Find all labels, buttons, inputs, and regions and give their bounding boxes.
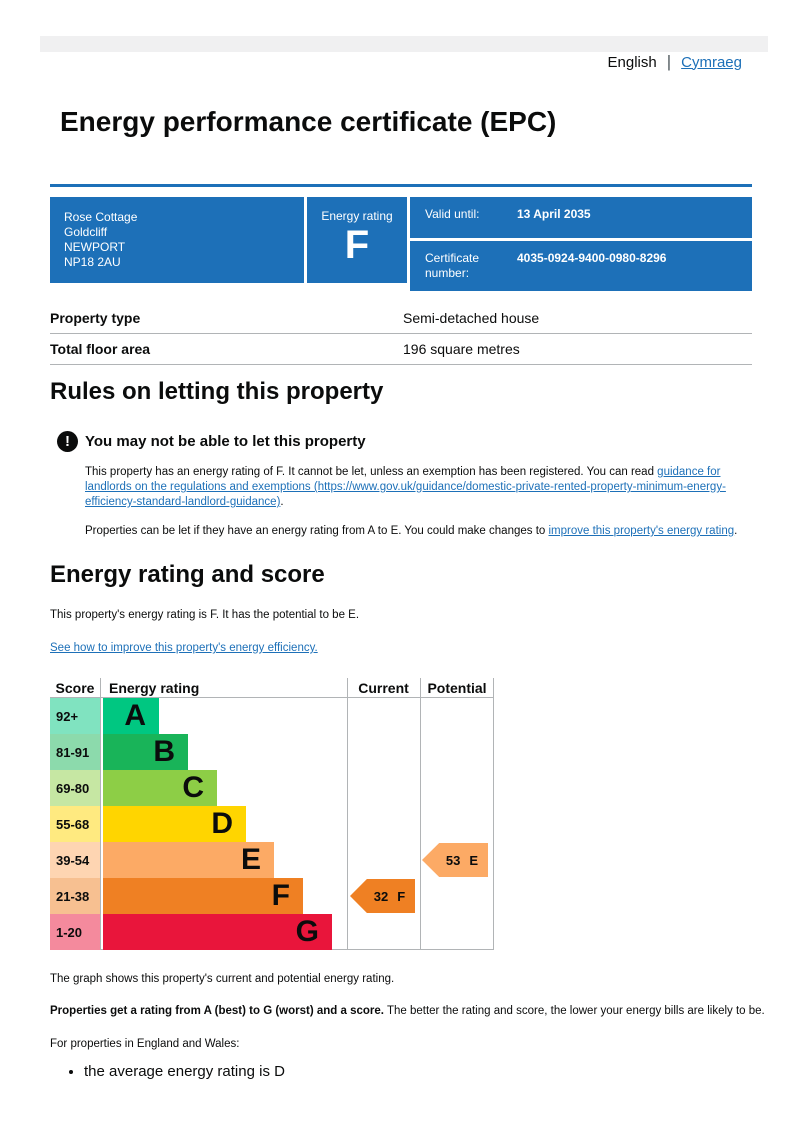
rating-intro-text: This property's energy rating is F. It h… [50, 609, 360, 621]
certificate-number-row: Certificate number: 4035-0924-9400-0980-… [410, 241, 752, 291]
band-letter: E [240, 843, 261, 876]
epc-band-row-d: 55-68 D [50, 806, 494, 842]
floor-area-label: Total floor area [50, 341, 151, 357]
table-row-floor-area: Total floor area 196 square metres [50, 334, 752, 365]
property-address: Rose Cottage Goldcliff NEWPORT NP18 2AU [50, 197, 304, 283]
energy-rating-label: Energy rating [321, 209, 393, 223]
epc-chart-header: Score Energy rating Current Potential [50, 678, 494, 698]
band-score-range: 1-20 [50, 914, 100, 950]
epc-band-row-f: 21-38 F [50, 878, 494, 914]
warning-icon: ! [57, 431, 78, 452]
address-line-1: Rose Cottage [64, 210, 138, 224]
band-score-range: 39-54 [50, 842, 100, 878]
property-type-label: Property type [50, 310, 141, 326]
region-intro: For properties in England and Wales: [50, 1038, 240, 1050]
band-score-range: 21-38 [50, 878, 100, 914]
floor-area-value: 196 square metres [403, 341, 520, 357]
warning-para2-text: Properties can be let if they have an en… [85, 525, 549, 537]
certificate-meta: Valid until: 13 April 2035 Certificate n… [410, 197, 752, 291]
band-letter: B [153, 735, 175, 768]
band-letter: C [182, 771, 204, 804]
pointer-letter: E [469, 852, 479, 868]
band-letter: D [211, 807, 233, 840]
rating-explanation-rest: The better the rating and score, the low… [383, 1005, 765, 1017]
band-bar-b: B [103, 734, 188, 770]
band-score-range: 55-68 [50, 806, 100, 842]
property-type-value: Semi-detached house [403, 310, 540, 326]
epc-chart-rows: 92+ A 81-91 B 69-80 C 55-68 D 39-54 E 21-38 F 1-20 G [50, 698, 494, 950]
band-score-range: 81-91 [50, 734, 100, 770]
epc-band-row-e: 39-54 E [50, 842, 494, 878]
band-letter: G [295, 915, 319, 948]
column-header-energy-rating: Energy rating [109, 679, 200, 696]
epc-band-row-g: 1-20 G [50, 914, 494, 950]
graph-caption: The graph shows this property's current … [50, 973, 395, 985]
band-bar-a: A [103, 698, 159, 734]
chart-gridline [420, 678, 421, 950]
region-facts-list: the average energy rating is D [68, 1062, 285, 1082]
language-link-cymraeg[interactable]: Cymraeg [681, 53, 742, 71]
column-header-current: Current [358, 679, 409, 696]
certificate-number-label: Certificate number: [425, 251, 480, 280]
address-line-3: NEWPORT [64, 240, 126, 254]
rating-section-heading: Energy rating and score [50, 561, 325, 588]
warning-para1-period: . [280, 496, 284, 508]
list-item: the average energy rating is D [84, 1062, 285, 1082]
valid-until-row: Valid until: 13 April 2035 [410, 197, 752, 238]
chart-gridline [100, 678, 101, 950]
epc-band-row-c: 69-80 C [50, 770, 494, 806]
rating-explanation-bold: Properties get a rating from A (best) to… [50, 1005, 384, 1017]
address-line-4: NP18 2AU [64, 255, 121, 269]
rating-explanation: Properties get a rating from A (best) to… [50, 1004, 765, 1019]
page-title: Energy performance certificate (EPC) [60, 106, 557, 137]
pointer-score: 53 [445, 852, 461, 868]
certificate-summary-box: Rose Cottage Goldcliff NEWPORT NP18 2AU … [50, 197, 752, 291]
band-bar-c: C [103, 770, 217, 806]
band-letter: A [124, 699, 146, 732]
valid-until-value: 13 April 2035 [517, 207, 591, 221]
landlord-guidance-link[interactable]: guidance for landlords on the regulation… [85, 466, 726, 508]
warning-paragraph-1: This property has an energy rating of F.… [85, 465, 743, 510]
epc-band-row-a: 92+ A [50, 698, 494, 734]
valid-until-label: Valid until: [425, 207, 480, 221]
warning-para2-period: . [734, 525, 738, 537]
warning-heading: You may not be able to let this property [85, 433, 366, 450]
property-details-table: Property type Semi-detached house Total … [50, 303, 752, 365]
band-bar-f: F [103, 878, 303, 914]
rules-section-heading: Rules on letting this property [50, 378, 384, 405]
pointer-letter: F [397, 888, 406, 904]
band-score-range: 92+ [50, 698, 100, 734]
band-bar-g: G [103, 914, 332, 950]
band-bar-d: D [103, 806, 246, 842]
certificate-number-value: 4035-0924-9400-0980-8296 [517, 251, 667, 265]
language-switcher: English | Cymraeg [608, 52, 742, 72]
language-separator: | [666, 52, 672, 71]
warning-para1-text: This property has an energy rating of F.… [85, 466, 658, 478]
warning-body: This property has an energy rating of F.… [85, 465, 743, 539]
epc-rating-chart: Score Energy rating Current Potential 92… [50, 678, 494, 950]
energy-rating-value: F [344, 223, 370, 267]
warning-paragraph-2: Properties can be let if they have an en… [85, 524, 743, 539]
energy-rating-cell: Energy rating F [307, 197, 407, 283]
address-line-2: Goldcliff [64, 225, 108, 239]
band-bar-e: E [103, 842, 274, 878]
table-row-property-type: Property type Semi-detached house [50, 303, 752, 334]
chart-gridline [347, 678, 348, 950]
warning-heading-row: ! You may not be able to let this proper… [57, 431, 366, 452]
phase-banner-bar [40, 36, 768, 52]
pointer-score: 32 [373, 888, 389, 904]
band-letter: F [271, 879, 290, 912]
column-header-potential: Potential [427, 679, 487, 696]
column-header-score: Score [55, 679, 95, 696]
chart-gridline [493, 678, 494, 950]
improve-efficiency-link[interactable]: See how to improve this property's energ… [50, 642, 318, 654]
section-divider [50, 184, 752, 187]
band-score-range: 69-80 [50, 770, 100, 806]
improve-rating-link[interactable]: improve this property's energy rating [548, 525, 735, 537]
epc-band-row-b: 81-91 B [50, 734, 494, 770]
language-current: English [607, 53, 657, 71]
